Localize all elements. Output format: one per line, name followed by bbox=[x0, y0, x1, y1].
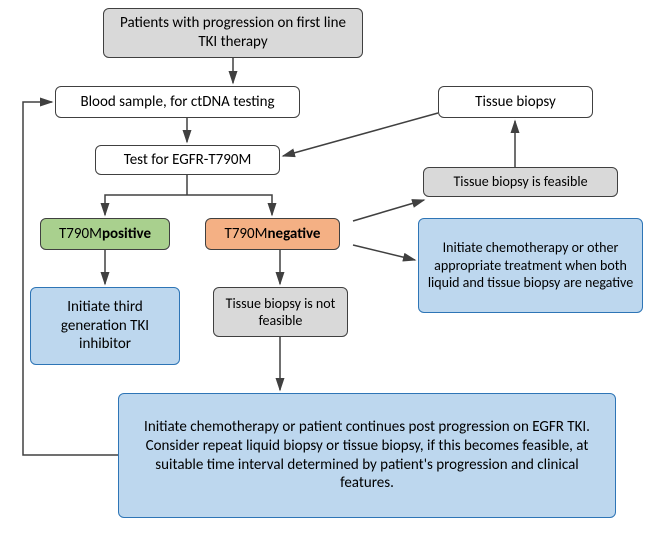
node-init_other: Initiate chemotherapy or other appropria… bbox=[418, 218, 643, 313]
node-test_egfr: Test for EGFR-T790M bbox=[95, 145, 280, 175]
edge-negative-feasible bbox=[353, 200, 424, 221]
edge-negative-init_other bbox=[353, 245, 415, 260]
node-tissue_biopsy: Tissue biopsy bbox=[438, 86, 593, 118]
edge-split-negative bbox=[187, 195, 272, 215]
node-start: Patients with progression on first line … bbox=[103, 8, 363, 58]
node-negative: T790M negative bbox=[205, 218, 340, 250]
node-positive: T790M positive bbox=[40, 218, 170, 250]
edge-split-positive bbox=[105, 195, 187, 215]
node-init_third: Initiate third generation TKI inhibitor bbox=[30, 287, 180, 365]
node-init_chemo: Initiate chemotherapy or patient continu… bbox=[118, 393, 616, 518]
edge-tissue_biopsy-test_egfr bbox=[283, 113, 438, 156]
node-not_feasible: Tissue biopsy is not feasible bbox=[213, 287, 348, 337]
node-blood: Blood sample, for ctDNA testing bbox=[55, 86, 300, 118]
node-feasible: Tissue biopsy is feasible bbox=[423, 167, 618, 197]
